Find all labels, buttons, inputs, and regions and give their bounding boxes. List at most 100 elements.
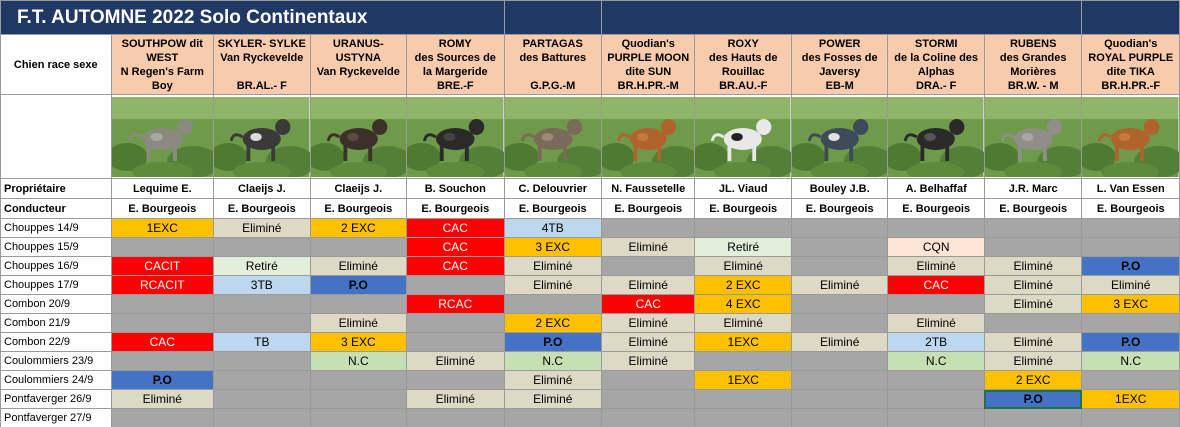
result-cell[interactable]: Eliminé bbox=[406, 389, 505, 409]
handler-cell[interactable]: E. Bourgeois bbox=[110, 198, 215, 219]
owner-cell[interactable]: B. Souchon bbox=[406, 178, 505, 199]
result-cell[interactable] bbox=[790, 313, 889, 333]
result-cell[interactable] bbox=[309, 370, 408, 390]
owner-cell[interactable]: Lequime E. bbox=[110, 178, 215, 199]
result-cell[interactable]: Eliminé bbox=[983, 294, 1083, 314]
result-cell[interactable]: 4TB bbox=[503, 218, 603, 238]
result-cell[interactable]: 3 EXC bbox=[503, 237, 603, 257]
result-cell[interactable] bbox=[600, 256, 696, 276]
photo-cell[interactable] bbox=[983, 94, 1083, 179]
dog-name-cell[interactable]: Quodian's ROYAL PURPLE dite TIKA BR.H.PR.-F bbox=[1081, 34, 1180, 95]
result-cell[interactable] bbox=[600, 370, 696, 390]
result-cell[interactable]: 1EXC bbox=[1081, 389, 1180, 409]
trial-label-cell[interactable]: Chouppes 16/9 bbox=[0, 256, 112, 276]
result-cell[interactable]: CAC bbox=[110, 332, 215, 352]
result-cell[interactable]: 1EXC bbox=[110, 218, 215, 238]
result-cell[interactable]: CACIT bbox=[110, 256, 215, 276]
photo-cell[interactable] bbox=[790, 94, 889, 179]
dog-name-cell[interactable]: ROMY des Sources de la Margeride BRE.-F bbox=[406, 34, 505, 95]
photo-cell[interactable] bbox=[406, 94, 505, 179]
result-cell[interactable] bbox=[1081, 313, 1180, 333]
result-cell[interactable]: RCAC bbox=[406, 294, 505, 314]
result-cell[interactable]: Eliminé bbox=[600, 332, 696, 352]
handler-cell[interactable]: E. Bourgeois bbox=[503, 198, 603, 219]
owner-cell[interactable]: Claeijs J. bbox=[309, 178, 408, 199]
result-cell[interactable] bbox=[887, 389, 985, 409]
owner-cell[interactable]: N. Faussetelle bbox=[600, 178, 696, 199]
result-cell[interactable]: Eliminé bbox=[600, 275, 696, 295]
result-cell[interactable] bbox=[1081, 408, 1180, 427]
result-cell[interactable]: Eliminé bbox=[110, 389, 215, 409]
result-cell[interactable] bbox=[309, 408, 408, 427]
trial-label-cell[interactable]: Chouppes 14/9 bbox=[0, 218, 112, 238]
result-cell[interactable] bbox=[790, 256, 889, 276]
result-cell[interactable] bbox=[110, 351, 215, 371]
result-cell[interactable]: Eliminé bbox=[600, 351, 696, 371]
photo-cell[interactable] bbox=[309, 94, 408, 179]
result-cell[interactable]: Eliminé bbox=[790, 275, 889, 295]
result-cell[interactable] bbox=[790, 294, 889, 314]
trial-label-cell[interactable]: Coulommiers 24/9 bbox=[0, 370, 112, 390]
result-cell[interactable] bbox=[600, 389, 696, 409]
result-cell[interactable] bbox=[213, 389, 311, 409]
dog-name-cell[interactable]: SOUTHPOW dit WEST N Regen's Farm Boy bbox=[110, 34, 215, 95]
result-cell[interactable] bbox=[1081, 237, 1180, 257]
result-cell[interactable]: CAC bbox=[600, 294, 696, 314]
result-cell[interactable] bbox=[790, 370, 889, 390]
result-cell[interactable]: 1EXC bbox=[694, 370, 792, 390]
result-cell[interactable]: 2TB bbox=[887, 332, 985, 352]
result-cell[interactable]: Eliminé bbox=[503, 275, 603, 295]
result-cell[interactable] bbox=[887, 408, 985, 427]
photo-cell[interactable] bbox=[694, 94, 792, 179]
result-cell[interactable]: 2 EXC bbox=[983, 370, 1083, 390]
result-cell[interactable] bbox=[110, 294, 215, 314]
result-cell[interactable]: P.O bbox=[983, 389, 1083, 409]
result-cell[interactable]: Eliminé bbox=[983, 275, 1083, 295]
result-cell[interactable]: Eliminé bbox=[983, 351, 1083, 371]
result-cell[interactable] bbox=[213, 313, 311, 333]
handler-cell[interactable]: E. Bourgeois bbox=[694, 198, 792, 219]
result-cell[interactable]: Eliminé bbox=[503, 389, 603, 409]
result-cell[interactable] bbox=[309, 237, 408, 257]
result-cell[interactable] bbox=[694, 218, 792, 238]
result-cell[interactable]: CQN bbox=[887, 237, 985, 257]
photo-cell[interactable] bbox=[110, 94, 215, 179]
result-cell[interactable] bbox=[887, 218, 985, 238]
result-cell[interactable]: Eliminé bbox=[406, 351, 505, 371]
owner-row-label[interactable]: Propriétaire bbox=[0, 178, 112, 199]
result-cell[interactable]: N.C bbox=[1081, 351, 1180, 371]
photo-cell[interactable] bbox=[600, 94, 696, 179]
result-cell[interactable]: P.O bbox=[503, 332, 603, 352]
result-cell[interactable]: Eliminé bbox=[1081, 275, 1180, 295]
handler-cell[interactable]: E. Bourgeois bbox=[983, 198, 1083, 219]
photo-cell[interactable] bbox=[887, 94, 985, 179]
result-cell[interactable]: RCACIT bbox=[110, 275, 215, 295]
photo-row-label[interactable] bbox=[0, 94, 112, 179]
result-cell[interactable]: Eliminé bbox=[213, 218, 311, 238]
result-cell[interactable]: N.C bbox=[887, 351, 985, 371]
result-cell[interactable] bbox=[213, 370, 311, 390]
trial-label-cell[interactable]: Combon 21/9 bbox=[0, 313, 112, 333]
result-cell[interactable] bbox=[110, 313, 215, 333]
result-cell[interactable]: P.O bbox=[110, 370, 215, 390]
result-cell[interactable]: P.O bbox=[309, 275, 408, 295]
result-cell[interactable] bbox=[790, 218, 889, 238]
result-cell[interactable]: 2 EXC bbox=[503, 313, 603, 333]
result-cell[interactable] bbox=[983, 237, 1083, 257]
trial-label-cell[interactable]: Combon 20/9 bbox=[0, 294, 112, 314]
result-cell[interactable] bbox=[309, 389, 408, 409]
result-cell[interactable]: Eliminé bbox=[983, 256, 1083, 276]
result-cell[interactable]: 3 EXC bbox=[309, 332, 408, 352]
result-cell[interactable] bbox=[213, 294, 311, 314]
handler-cell[interactable]: E. Bourgeois bbox=[887, 198, 985, 219]
result-cell[interactable]: P.O bbox=[1081, 256, 1180, 276]
owner-cell[interactable]: C. Delouvrier bbox=[503, 178, 603, 199]
owner-cell[interactable]: A. Belhaffaf bbox=[887, 178, 985, 199]
owner-cell[interactable]: J.R. Marc bbox=[983, 178, 1083, 199]
result-cell[interactable] bbox=[503, 408, 603, 427]
result-cell[interactable] bbox=[406, 370, 505, 390]
result-cell[interactable] bbox=[983, 313, 1083, 333]
trial-label-cell[interactable]: Chouppes 15/9 bbox=[0, 237, 112, 257]
dog-name-cell[interactable]: Quodian's PURPLE MOON dite SUN BR.H.PR.-M bbox=[600, 34, 696, 95]
result-cell[interactable]: CAC bbox=[406, 218, 505, 238]
